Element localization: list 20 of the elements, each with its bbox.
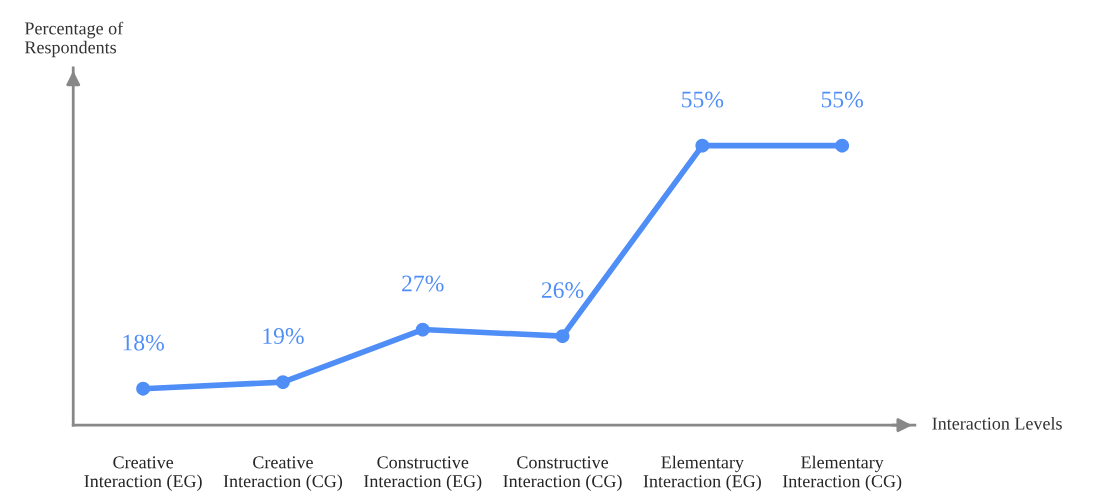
point <box>555 329 570 344</box>
x-tick-label: Elementary Interaction (CG) <box>782 455 902 492</box>
x-tick-label: Creative Interaction (CG) <box>223 456 343 491</box>
data-label: 19% <box>263 328 304 345</box>
point <box>136 381 151 396</box>
point <box>415 322 430 337</box>
y-axis-title: Percentage of Respondents <box>24 21 124 58</box>
x-tick-label: Creative Interaction (EG) <box>84 456 202 491</box>
x-axis-title: Interaction Levels <box>932 416 1062 430</box>
data-label: 18% <box>123 334 164 351</box>
data-label: 26% <box>541 282 584 299</box>
x-tick-label: Constructive Interaction (EG) <box>363 456 482 491</box>
point <box>695 138 710 153</box>
data-label: 55% <box>821 91 863 108</box>
data-label: 55% <box>682 91 724 108</box>
x-tick-label: Elementary Interaction (EG) <box>643 455 761 492</box>
x-tick-label: Constructive Interaction (CG) <box>503 456 622 491</box>
point <box>275 375 290 390</box>
data-label: 27% <box>402 275 444 292</box>
point <box>835 138 850 153</box>
